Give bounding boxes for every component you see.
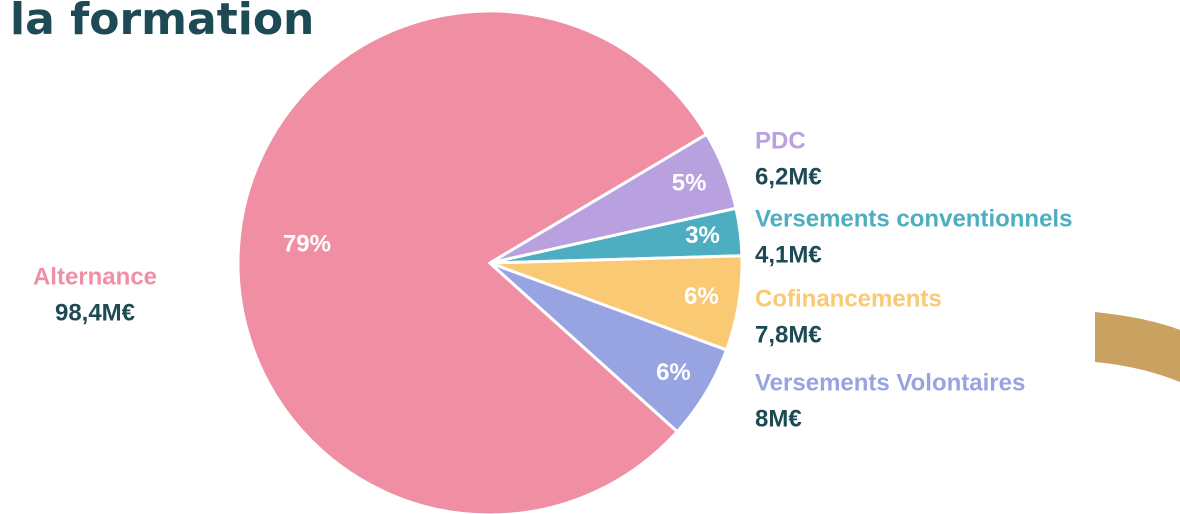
category-label: PDC — [755, 127, 806, 154]
value-label: 3% — [685, 222, 720, 249]
chart-title: la formation — [10, 0, 314, 45]
category-label: Alternance — [33, 263, 157, 290]
category-label: Versements conventionnels — [755, 205, 1072, 232]
pie-slice — [488, 261, 729, 434]
amount-label: 8M€ — [755, 405, 802, 432]
value-label: 6% — [684, 283, 719, 310]
value-label: 5% — [672, 169, 707, 196]
value-label: 6% — [656, 359, 691, 386]
decoration — [1095, 312, 1180, 382]
pie-slice — [236, 9, 709, 514]
category-label: Cofinancements — [755, 285, 942, 312]
amount-label: 98,4M€ — [55, 299, 135, 326]
amount-label: 7,8M€ — [755, 321, 822, 348]
amount-label: 6,2M€ — [755, 163, 822, 190]
amount-label: 4,1M€ — [755, 241, 822, 268]
value-label: 79% — [283, 230, 331, 257]
category-label: Versements Volontaires — [755, 369, 1025, 396]
